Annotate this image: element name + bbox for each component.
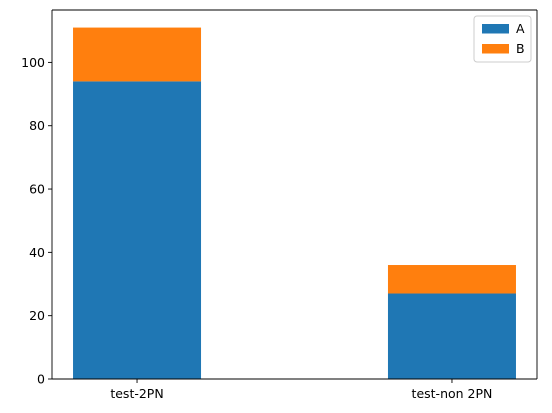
bar-a-0: [73, 81, 201, 379]
bars-layer: [73, 28, 516, 379]
bar-b-0: [73, 28, 201, 82]
legend-swatch-a: [482, 24, 509, 34]
y-tick-label-80: 80: [29, 118, 45, 133]
bar-b-1: [388, 265, 516, 293]
legend-label-a: A: [516, 21, 525, 36]
legend-swatch-b: [482, 44, 509, 54]
y-tick-label-0: 0: [37, 372, 45, 387]
legend-label-b: B: [516, 41, 525, 56]
x-tick-label-0: test-2PN: [110, 386, 163, 401]
legend: AB: [474, 16, 531, 62]
y-tick-label-20: 20: [29, 308, 45, 323]
y-tick-label-40: 40: [29, 245, 45, 260]
x-tick-label-1: test-non 2PN: [412, 386, 493, 401]
bar-a-1: [388, 294, 516, 379]
y-tick-label-60: 60: [29, 182, 45, 197]
y-tick-label-100: 100: [21, 55, 45, 70]
